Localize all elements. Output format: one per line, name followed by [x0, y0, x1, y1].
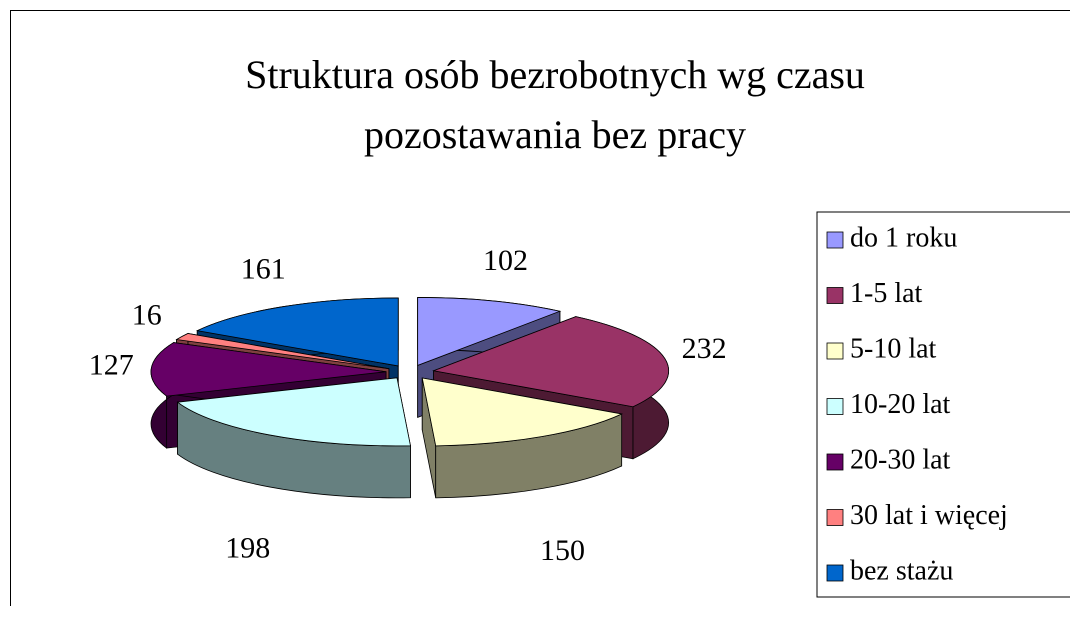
slice-top [421, 377, 623, 447]
data-label: 161 [241, 253, 286, 286]
slice-top [195, 297, 399, 367]
legend-swatch [826, 342, 844, 360]
legend-swatch [826, 453, 844, 471]
legend-label: 5-10 lat [850, 333, 937, 364]
data-label: 150 [540, 534, 585, 567]
legend-label: 30 lat i więcej [850, 500, 1008, 531]
slice [176, 377, 411, 499]
slice [421, 377, 623, 499]
legend-label: bez stażu [850, 555, 953, 586]
legend-label: 10-20 lat [850, 389, 951, 420]
legend-swatch [826, 509, 844, 526]
legend-swatch [826, 287, 844, 304]
slice-top [150, 342, 387, 397]
chart-title: Struktura osób bezrobotnych wg czasu poz… [245, 52, 865, 157]
legend-swatch [826, 564, 844, 582]
data-label: 127 [89, 348, 134, 381]
chart-frame [10, 10, 1070, 606]
legend-box [816, 211, 1070, 598]
legend-label: do 1 roku [850, 222, 957, 253]
legend-label: 20-30 lat [850, 444, 951, 475]
data-label: 232 [682, 332, 727, 365]
data-label: 198 [225, 531, 270, 564]
slice-top [432, 316, 669, 408]
slice-top [176, 377, 411, 447]
legend-label: 1-5 lat [850, 278, 923, 309]
slice-top [417, 297, 562, 366]
data-label: 16 [132, 298, 162, 331]
data-label: 102 [483, 244, 528, 277]
legend-swatch [826, 398, 844, 415]
slice-top [175, 333, 389, 370]
legend-swatch [826, 231, 844, 249]
